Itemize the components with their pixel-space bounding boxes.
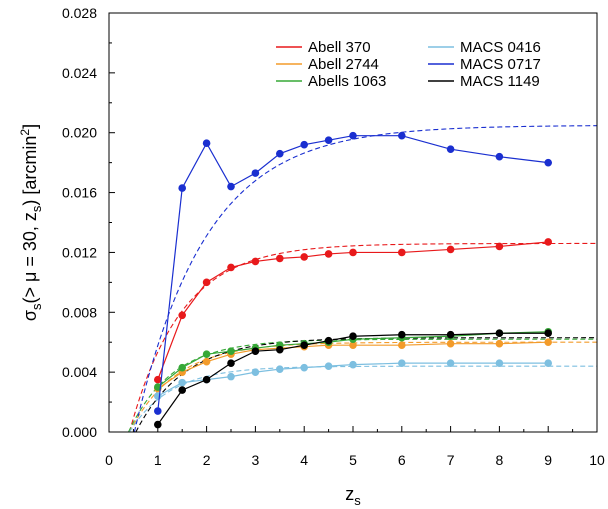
y-tick-label: 0.004	[62, 364, 97, 380]
y-tick-label: 0.012	[62, 244, 97, 260]
data-point	[544, 359, 552, 367]
data-point	[349, 341, 357, 350]
data-point	[202, 278, 211, 287]
x-tick-label: 6	[398, 452, 406, 468]
y-tick-label: 0.020	[62, 125, 97, 141]
series-group	[154, 238, 552, 384]
data-point	[495, 339, 504, 348]
x-tick-label: 0	[105, 452, 113, 468]
y-tick-label: 0.000	[62, 424, 97, 440]
data-point	[300, 341, 309, 350]
x-tick-label: 7	[447, 452, 455, 468]
legend-label: Abells 1063	[308, 73, 386, 90]
data-point	[178, 386, 186, 394]
legend-label: Abell 370	[308, 39, 371, 56]
data-point	[544, 329, 552, 338]
data-point	[398, 359, 406, 367]
y-tick-label: 0.008	[62, 304, 97, 320]
y-tick-label: 0.016	[62, 185, 97, 201]
axis-ticks: 0 1 2 3 4 5 6 7 8 9 10 0.000 0.004 0.008 0.012 0.016 0.0…	[62, 5, 605, 468]
x-axis-title: zs	[345, 484, 361, 508]
data-point	[446, 339, 455, 348]
data-point	[227, 359, 235, 367]
data-point	[202, 139, 211, 147]
data-point	[398, 330, 406, 339]
x-tick-label: 9	[544, 452, 552, 468]
x-tick-label: 1	[154, 452, 162, 468]
data-point	[276, 254, 284, 263]
x-tick-label: 3	[252, 452, 260, 468]
y-tick-label: 0.028	[62, 5, 97, 21]
data-point	[349, 360, 357, 369]
data-point	[276, 149, 284, 158]
x-tick-label: 2	[203, 452, 211, 468]
legend-label: MACS 0717	[460, 56, 541, 73]
data-series	[154, 131, 552, 429]
data-point	[398, 131, 406, 140]
series-group	[154, 131, 552, 415]
fit-curve	[129, 341, 597, 432]
data-point	[227, 263, 235, 272]
data-point	[324, 336, 333, 345]
data-point	[495, 359, 504, 367]
legend-label: Abell 2744	[308, 56, 379, 73]
data-point	[398, 248, 406, 257]
data-point	[446, 359, 455, 367]
data-point	[349, 248, 357, 257]
data-point	[544, 158, 552, 167]
data-point	[178, 363, 186, 372]
y-axis-title: σs(> μ = 30, zs) [arcmin2]	[18, 124, 44, 321]
data-point	[178, 311, 186, 320]
data-point	[324, 136, 333, 144]
data-point	[154, 375, 162, 384]
legend-label: MACS 1149	[460, 73, 540, 90]
data-point	[251, 257, 260, 266]
data-point	[446, 245, 455, 254]
series-group	[154, 329, 552, 429]
data-point	[300, 140, 309, 149]
data-point	[495, 242, 504, 251]
data-point	[495, 329, 504, 338]
data-point	[276, 365, 284, 373]
legend-label: MACS 0416	[460, 39, 541, 56]
data-point	[495, 152, 504, 161]
data-point	[202, 357, 211, 366]
data-point	[251, 347, 260, 355]
data-point	[227, 347, 235, 355]
data-point	[202, 375, 211, 384]
x-tick-label: 5	[349, 452, 357, 468]
data-point	[154, 392, 162, 400]
data-point	[300, 363, 309, 372]
data-point	[446, 330, 455, 339]
x-tick-label: 10	[589, 452, 605, 468]
data-point	[154, 420, 162, 429]
data-point	[202, 350, 211, 358]
data-point	[446, 145, 455, 153]
y-tick-label: 0.024	[62, 65, 97, 81]
data-point	[178, 378, 186, 387]
data-point	[544, 238, 552, 246]
x-tick-label: 4	[300, 452, 308, 468]
data-point	[251, 368, 260, 376]
data-point	[300, 253, 309, 261]
data-point	[349, 332, 357, 341]
data-point	[178, 184, 186, 192]
data-point	[324, 250, 333, 258]
data-point	[349, 131, 357, 140]
data-point	[251, 169, 260, 177]
data-point	[276, 345, 284, 354]
data-point	[324, 362, 333, 370]
x-tick-label: 8	[496, 452, 504, 468]
fit-curve	[133, 125, 597, 432]
data-point	[227, 182, 235, 191]
data-point	[227, 372, 235, 381]
data-point	[544, 338, 552, 347]
data-point	[154, 407, 162, 415]
data-point	[398, 341, 406, 350]
